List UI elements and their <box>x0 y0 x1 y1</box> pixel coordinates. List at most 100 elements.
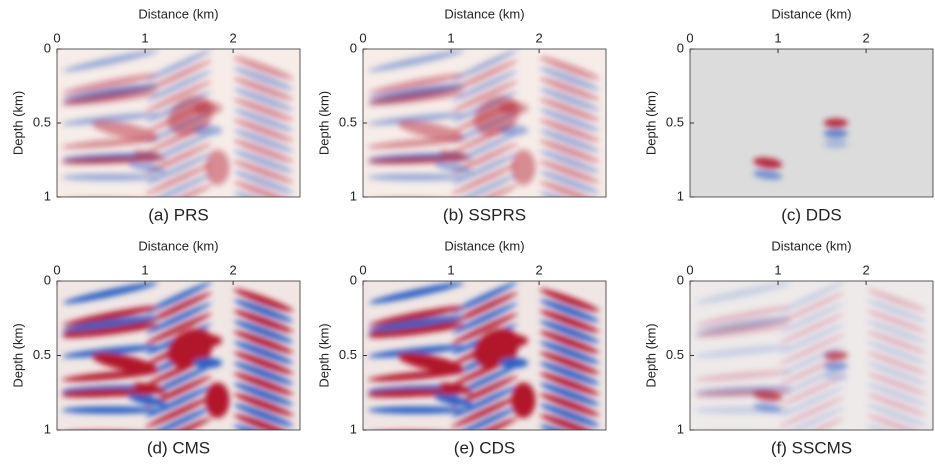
x-axis-label: Distance (km) <box>138 6 218 21</box>
y-tick-label: 0 <box>677 40 684 55</box>
y-tick-label: 0.5 <box>33 347 51 362</box>
y-tick-label: 0 <box>44 272 51 287</box>
reflector <box>823 128 848 138</box>
y-axis-label: Depth (km) <box>10 91 25 155</box>
x-tick-label: 0 <box>53 30 60 45</box>
reflector <box>778 354 845 387</box>
image-features <box>694 281 927 430</box>
reflector <box>451 70 518 102</box>
reflector <box>823 139 848 149</box>
reflector <box>368 315 465 332</box>
reflector <box>233 309 294 333</box>
reflector <box>778 281 845 314</box>
reflector <box>233 181 294 197</box>
reflector <box>205 382 230 419</box>
reflector <box>451 406 518 430</box>
reflector <box>62 73 159 94</box>
reflector <box>145 49 212 81</box>
reflector <box>233 299 294 323</box>
x-tick-label: 2 <box>535 30 542 45</box>
reflector <box>778 396 845 428</box>
reflector <box>866 372 927 396</box>
reflector <box>539 382 600 406</box>
reflector <box>778 292 845 324</box>
reflector <box>695 282 792 304</box>
image-background <box>690 49 933 197</box>
reflector <box>367 406 466 414</box>
reflector <box>539 309 600 333</box>
reflector <box>233 87 294 111</box>
y-tick-label: 1 <box>350 421 357 436</box>
reflector <box>368 305 465 326</box>
reflector <box>451 173 518 197</box>
reflector <box>62 282 159 304</box>
reflector <box>145 396 212 428</box>
reflector <box>368 50 465 72</box>
reflector <box>499 102 529 115</box>
y-tick-label: 1 <box>350 188 357 203</box>
y-tick-label: 1 <box>44 421 51 436</box>
reflector <box>233 382 294 406</box>
reflector <box>451 281 518 314</box>
reflector <box>539 98 600 122</box>
reflector <box>233 98 294 122</box>
reflector <box>233 351 294 375</box>
reflector <box>451 313 518 345</box>
reflector <box>233 160 294 184</box>
reflector <box>433 161 472 174</box>
reflector <box>193 125 223 136</box>
x-tick-label: 0 <box>686 262 693 277</box>
reflector <box>866 382 927 406</box>
reflector <box>233 341 294 364</box>
reflector <box>145 281 212 314</box>
reflector <box>499 357 529 369</box>
x-tick-label: 1 <box>774 30 781 45</box>
reflector <box>539 403 600 427</box>
reflector <box>866 393 927 417</box>
seismic-image <box>363 49 606 197</box>
reflector <box>145 142 212 175</box>
reflector <box>368 137 465 149</box>
y-tick-label: 0 <box>44 40 51 55</box>
reflector <box>233 414 294 430</box>
reflector <box>368 83 465 99</box>
seismic-image <box>363 281 606 439</box>
reflector <box>368 91 465 106</box>
reflector <box>539 87 600 111</box>
reflector <box>368 73 465 94</box>
reflector <box>433 394 472 407</box>
panel: 0 1 2 0 0.5 1 Distance (km) Depth (km) (d) CMS <box>10 238 301 457</box>
reflector <box>451 49 518 81</box>
seismic-image <box>57 281 300 430</box>
reflector <box>145 173 212 197</box>
x-tick-label: 2 <box>862 30 869 45</box>
reflector <box>62 305 159 326</box>
x-tick-label: 2 <box>862 262 869 277</box>
reflector <box>866 309 927 333</box>
image-features <box>61 281 294 430</box>
reflector <box>368 430 465 439</box>
x-axis-label: Distance (km) <box>771 238 851 253</box>
x-tick-label: 1 <box>141 30 148 45</box>
panel-caption: (b) SSPRS <box>443 205 526 224</box>
reflector <box>451 292 518 324</box>
reflector <box>145 386 212 418</box>
x-tick-label: 1 <box>774 262 781 277</box>
reflector <box>62 315 159 332</box>
reflector <box>145 153 212 185</box>
reflector <box>539 108 600 132</box>
reflector <box>91 120 159 141</box>
reflector <box>778 302 845 334</box>
panel: 0 1 2 0 0.5 1 Distance (km) Depth (km) (a) PRS <box>10 6 301 224</box>
reflector <box>539 170 600 194</box>
y-tick-label: 0 <box>677 272 684 287</box>
reflector <box>866 320 927 344</box>
reflector <box>145 80 212 112</box>
reflector <box>368 345 465 358</box>
reflector <box>539 56 600 80</box>
reflector <box>145 417 212 430</box>
reflector <box>695 345 792 358</box>
y-tick-label: 0.5 <box>339 114 357 129</box>
reflector <box>451 80 518 112</box>
